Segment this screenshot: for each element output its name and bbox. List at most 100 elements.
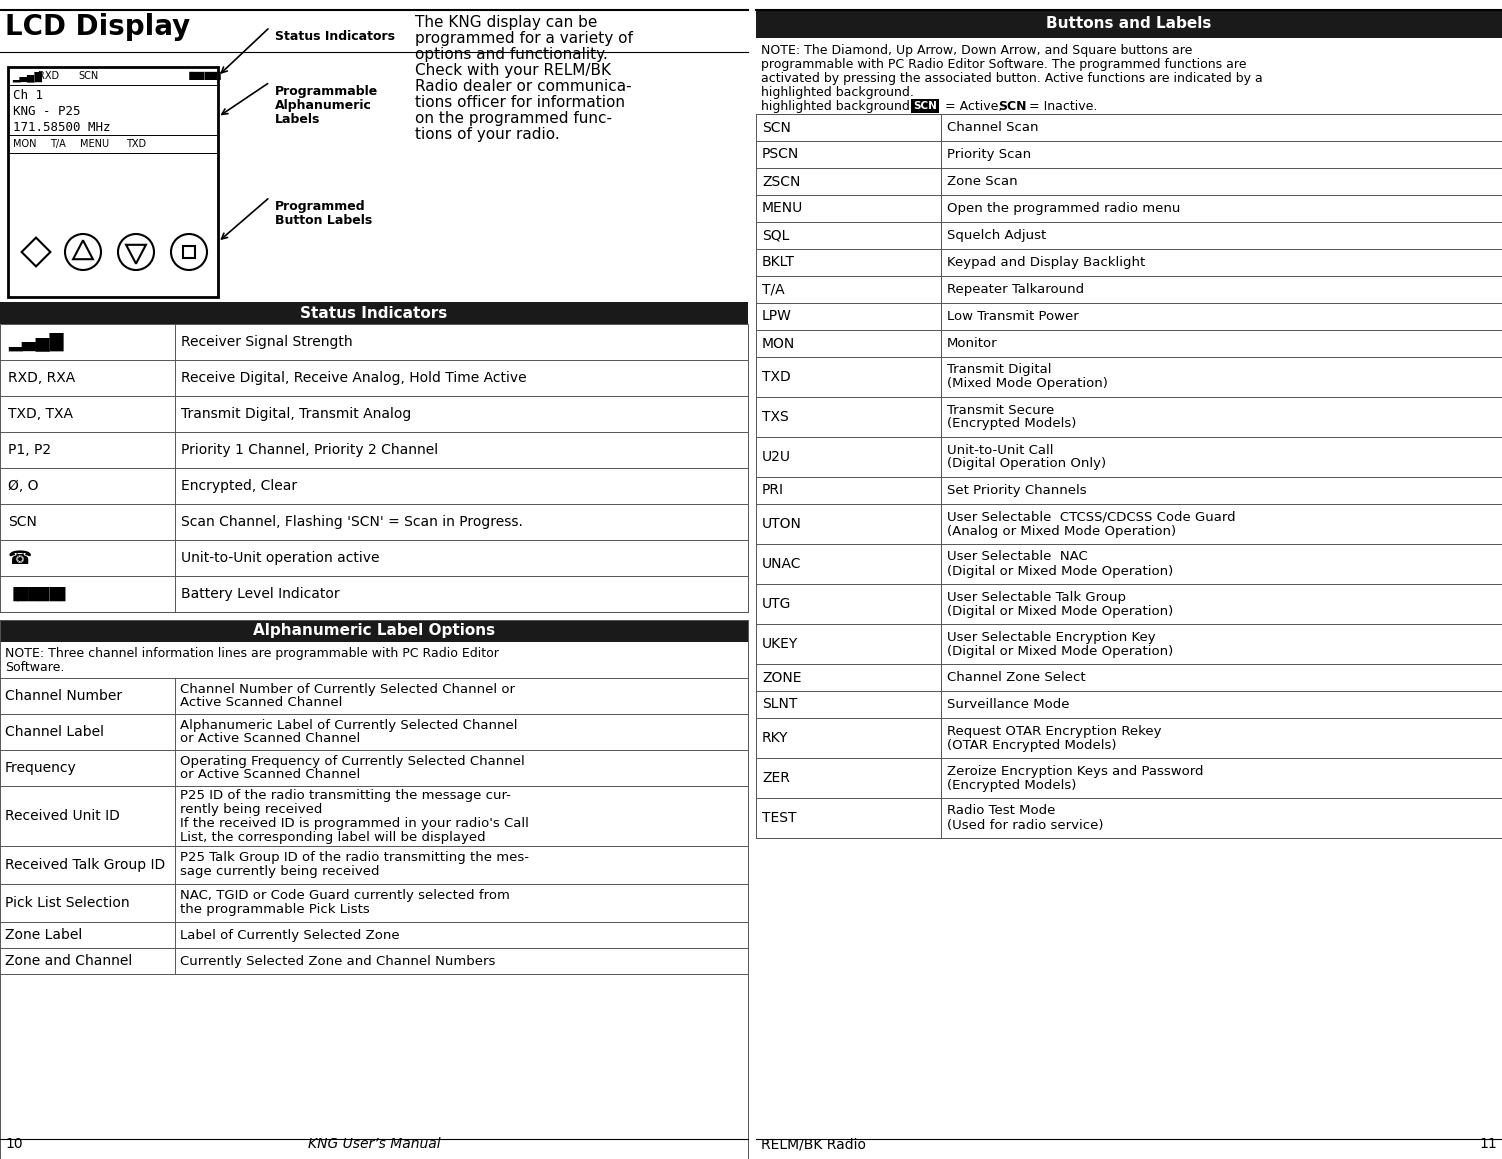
Text: Surveillance Mode: Surveillance Mode [946, 698, 1069, 710]
Text: User Selectable Encryption Key: User Selectable Encryption Key [946, 630, 1155, 643]
Text: Zeroize Encryption Keys and Password: Zeroize Encryption Keys and Password [946, 765, 1203, 778]
Text: (Digital or Mixed Mode Operation): (Digital or Mixed Mode Operation) [946, 564, 1173, 577]
Text: Zone Scan: Zone Scan [946, 175, 1018, 188]
Text: Set Priority Channels: Set Priority Channels [946, 484, 1086, 497]
Text: UTON: UTON [762, 517, 802, 531]
Text: or Active Scanned Channel: or Active Scanned Channel [180, 732, 360, 745]
Text: MON: MON [14, 139, 36, 150]
Text: T/A: T/A [50, 139, 66, 150]
Text: (Digital or Mixed Mode Operation): (Digital or Mixed Mode Operation) [946, 644, 1173, 657]
Text: ▂▄▆█: ▂▄▆█ [12, 71, 42, 81]
Text: Zone Label: Zone Label [5, 928, 83, 942]
Text: MENU: MENU [762, 202, 804, 216]
Circle shape [65, 234, 101, 270]
Text: Operating Frequency of Currently Selected Channel: Operating Frequency of Currently Selecte… [180, 755, 524, 767]
Bar [0, 325, 748, 612]
Bar [183, 246, 195, 257]
Text: Ch 1: Ch 1 [14, 89, 44, 102]
Text: = Inactive.: = Inactive. [1024, 100, 1098, 112]
Text: SLNT: SLNT [762, 698, 798, 712]
Text: Open the programmed radio menu: Open the programmed radio menu [946, 202, 1181, 216]
Text: Unit-to-Unit Call: Unit-to-Unit Call [946, 444, 1053, 457]
Text: ☎: ☎ [8, 548, 32, 568]
Polygon shape [74, 240, 93, 260]
Text: TXD: TXD [126, 139, 146, 150]
Text: Monitor: Monitor [946, 337, 997, 350]
Text: Frequency: Frequency [5, 761, 77, 775]
Text: UTG: UTG [762, 597, 792, 611]
Text: KNG - P25: KNG - P25 [14, 105, 81, 118]
Text: Status Indicators: Status Indicators [300, 306, 448, 321]
Text: Priority 1 Channel, Priority 2 Channel: Priority 1 Channel, Priority 2 Channel [182, 443, 439, 457]
Text: 11: 11 [1479, 1137, 1497, 1151]
Text: TXD: TXD [762, 370, 790, 384]
Text: NOTE: The Diamond, Up Arrow, Down Arrow, and Square buttons are: NOTE: The Diamond, Up Arrow, Down Arrow,… [762, 44, 1193, 57]
Text: Transmit Digital, Transmit Analog: Transmit Digital, Transmit Analog [182, 407, 412, 421]
Text: = Active,: = Active, [940, 100, 1006, 112]
Text: tions officer for information: tions officer for information [415, 95, 625, 110]
Text: Status Indicators: Status Indicators [275, 30, 395, 43]
Text: MENU: MENU [80, 139, 110, 150]
Text: (Digital or Mixed Mode Operation): (Digital or Mixed Mode Operation) [946, 605, 1173, 618]
Text: UKEY: UKEY [762, 637, 798, 651]
Text: Channel Number of Currently Selected Channel or: Channel Number of Currently Selected Cha… [180, 683, 515, 695]
Text: Request OTAR Encryption Rekey: Request OTAR Encryption Rekey [946, 724, 1161, 737]
Text: Low Transmit Power: Low Transmit Power [946, 309, 1078, 323]
Text: Alphanumeric: Alphanumeric [275, 99, 372, 112]
Text: highlighted background.: highlighted background. [762, 86, 918, 99]
Circle shape [171, 234, 207, 270]
Text: programmed for a variety of: programmed for a variety of [415, 31, 632, 46]
Text: (Digital Operation Only): (Digital Operation Only) [946, 458, 1105, 471]
Text: SCN: SCN [78, 71, 98, 81]
Text: ▂▄▆█: ▂▄▆█ [8, 333, 63, 351]
Bar [8, 67, 218, 297]
Text: RXD, RXA: RXD, RXA [8, 371, 75, 385]
Text: Transmit Secure: Transmit Secure [946, 403, 1054, 416]
Text: ZER: ZER [762, 771, 790, 785]
Text: options and functionality.: options and functionality. [415, 48, 608, 61]
Text: rently being received: rently being received [180, 802, 323, 816]
Text: MON: MON [762, 336, 795, 350]
Bar [912, 99, 939, 112]
Text: Squelch Adjust: Squelch Adjust [946, 229, 1047, 242]
Text: Alphanumeric Label Options: Alphanumeric Label Options [252, 624, 496, 639]
Text: SCN: SCN [913, 101, 937, 111]
Text: ZSCN: ZSCN [762, 175, 801, 189]
Text: Scan Channel, Flashing 'SCN' = Scan in Progress.: Scan Channel, Flashing 'SCN' = Scan in P… [182, 515, 523, 529]
Bar [756, 114, 1502, 838]
Text: Ø, O: Ø, O [8, 479, 39, 493]
Text: List, the corresponding label will be displayed: List, the corresponding label will be di… [180, 831, 485, 844]
Text: Receive Digital, Receive Analog, Hold Time Active: Receive Digital, Receive Analog, Hold Ti… [182, 371, 527, 385]
Text: Programmed: Programmed [275, 201, 365, 213]
Text: RELM/BK Radio: RELM/BK Radio [762, 1137, 867, 1151]
Text: 171.58500 MHz: 171.58500 MHz [14, 121, 111, 134]
Text: KNG User’s Manual: KNG User’s Manual [308, 1137, 440, 1151]
Text: The KNG display can be: The KNG display can be [415, 15, 598, 30]
Text: Buttons and Labels: Buttons and Labels [1047, 16, 1212, 31]
Text: the programmable Pick Lists: the programmable Pick Lists [180, 904, 369, 917]
Polygon shape [126, 245, 146, 264]
Text: PRI: PRI [762, 483, 784, 497]
Text: Received Unit ID: Received Unit ID [5, 809, 120, 823]
Text: RKY: RKY [762, 731, 789, 745]
Text: Channel Zone Select: Channel Zone Select [946, 671, 1086, 684]
Text: SCN: SCN [8, 515, 38, 529]
Text: SCN: SCN [997, 100, 1026, 112]
Text: Zone and Channel: Zone and Channel [5, 954, 132, 968]
Polygon shape [21, 238, 51, 267]
Text: tions of your radio.: tions of your radio. [415, 127, 560, 143]
Text: TXD, TXA: TXD, TXA [8, 407, 74, 421]
Text: Keypad and Display Backlight: Keypad and Display Backlight [946, 256, 1145, 269]
Bar [0, 620, 748, 642]
Text: Currently Selected Zone and Channel Numbers: Currently Selected Zone and Channel Numb… [180, 955, 496, 968]
Text: Software.: Software. [5, 661, 65, 675]
Text: TEST: TEST [762, 811, 796, 825]
Text: SQL: SQL [762, 228, 790, 242]
Text: NAC, TGID or Code Guard currently selected from: NAC, TGID or Code Guard currently select… [180, 889, 509, 903]
Text: (Encrypted Models): (Encrypted Models) [946, 417, 1077, 430]
Text: Radio Test Mode: Radio Test Mode [946, 804, 1056, 817]
Bar [0, 620, 748, 1159]
Text: Channel Number: Channel Number [5, 688, 122, 704]
Text: Alphanumeric Label of Currently Selected Channel: Alphanumeric Label of Currently Selected… [180, 719, 518, 731]
Bar [0, 302, 748, 325]
